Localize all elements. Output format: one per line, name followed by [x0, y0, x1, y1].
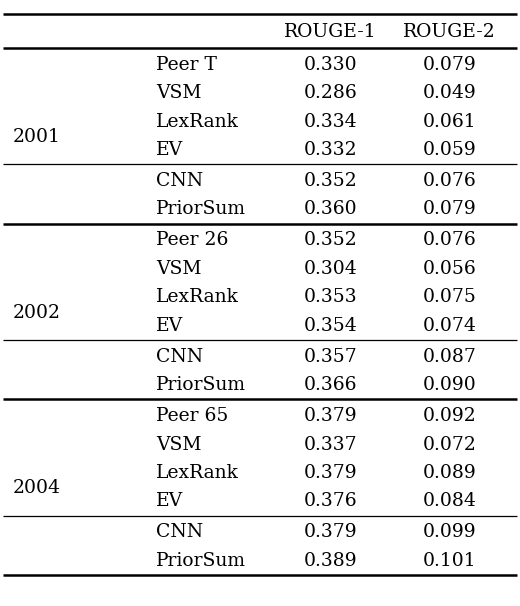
- Text: 0.352: 0.352: [303, 172, 357, 190]
- Text: 0.059: 0.059: [423, 141, 477, 159]
- Text: ROUGE-2: ROUGE-2: [404, 23, 496, 41]
- Text: 0.101: 0.101: [423, 552, 477, 570]
- Text: 0.352: 0.352: [303, 231, 357, 249]
- Text: VSM: VSM: [156, 84, 202, 102]
- Text: 0.330: 0.330: [303, 56, 357, 73]
- Text: LexRank: LexRank: [156, 113, 239, 130]
- Text: 0.286: 0.286: [303, 84, 357, 102]
- Text: VSM: VSM: [156, 260, 202, 278]
- Text: 0.072: 0.072: [423, 436, 477, 453]
- Text: PriorSum: PriorSum: [156, 552, 246, 570]
- Text: EV: EV: [156, 493, 183, 510]
- Text: 0.099: 0.099: [423, 524, 477, 541]
- Text: CNN: CNN: [156, 524, 203, 541]
- Text: 0.087: 0.087: [423, 348, 477, 365]
- Text: 0.353: 0.353: [303, 288, 357, 306]
- Text: 0.360: 0.360: [303, 201, 357, 218]
- Text: Peer T: Peer T: [156, 56, 217, 73]
- Text: CNN: CNN: [156, 348, 203, 365]
- Text: Peer 65: Peer 65: [156, 407, 228, 425]
- Text: 0.079: 0.079: [423, 201, 477, 218]
- Text: 0.079: 0.079: [423, 56, 477, 73]
- Text: 0.076: 0.076: [423, 231, 477, 249]
- Text: 2001: 2001: [12, 128, 60, 146]
- Text: 0.056: 0.056: [423, 260, 477, 278]
- Text: 0.089: 0.089: [423, 464, 477, 482]
- Text: Peer 26: Peer 26: [156, 231, 228, 249]
- Text: 0.337: 0.337: [303, 436, 357, 453]
- Text: LexRank: LexRank: [156, 288, 239, 306]
- Text: 0.334: 0.334: [303, 113, 357, 130]
- Text: 0.061: 0.061: [423, 113, 477, 130]
- Text: ROUGE-1: ROUGE-1: [284, 23, 376, 41]
- Text: 0.049: 0.049: [423, 84, 477, 102]
- Text: 0.074: 0.074: [423, 317, 477, 335]
- Text: 0.366: 0.366: [304, 376, 357, 394]
- Text: 2004: 2004: [12, 479, 60, 498]
- Text: 0.076: 0.076: [423, 172, 477, 190]
- Text: PriorSum: PriorSum: [156, 201, 246, 218]
- Text: EV: EV: [156, 141, 183, 159]
- Text: 0.357: 0.357: [303, 348, 357, 365]
- Text: CNN: CNN: [156, 172, 203, 190]
- Text: 0.389: 0.389: [303, 552, 357, 570]
- Text: 0.090: 0.090: [423, 376, 477, 394]
- Text: 0.304: 0.304: [303, 260, 357, 278]
- Text: 0.084: 0.084: [423, 493, 477, 510]
- Text: VSM: VSM: [156, 436, 202, 453]
- Text: 0.376: 0.376: [303, 493, 357, 510]
- Text: 2002: 2002: [12, 304, 60, 322]
- Text: 0.379: 0.379: [303, 407, 357, 425]
- Text: PriorSum: PriorSum: [156, 376, 246, 394]
- Text: 0.379: 0.379: [303, 524, 357, 541]
- Text: 0.332: 0.332: [303, 141, 357, 159]
- Text: LexRank: LexRank: [156, 464, 239, 482]
- Text: 0.354: 0.354: [303, 317, 357, 335]
- Text: EV: EV: [156, 317, 183, 335]
- Text: 0.092: 0.092: [423, 407, 477, 425]
- Text: 0.075: 0.075: [423, 288, 477, 306]
- Text: 0.379: 0.379: [303, 464, 357, 482]
